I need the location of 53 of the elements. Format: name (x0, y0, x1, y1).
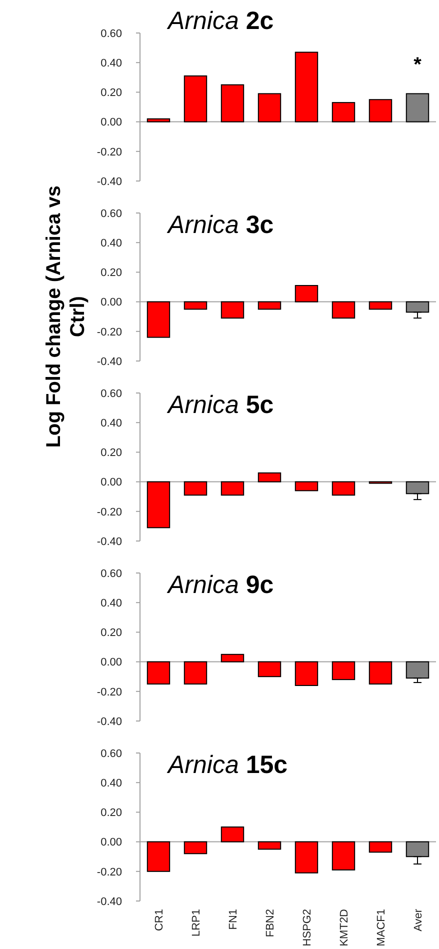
y-tick-label: 0.40 (100, 237, 122, 250)
chart-title: Arnica 2c (166, 7, 274, 35)
y-tick-label: 0.00 (100, 836, 122, 849)
bar (294, 52, 318, 122)
y-tick-label: -0.20 (96, 326, 122, 338)
y-tick-label: -0.40 (96, 356, 122, 368)
bar (332, 102, 356, 122)
chart-title: Arnica 3c (166, 211, 274, 239)
x-tick-label: FN1 (227, 909, 240, 930)
y-tick-label: 0.20 (100, 267, 122, 280)
y-tick-label: 0.40 (100, 417, 122, 430)
y-tick-label: -0.20 (96, 866, 122, 878)
bar (258, 93, 282, 122)
y-tick-label: -0.40 (96, 896, 122, 908)
y-tick-label: 0.20 (100, 627, 122, 640)
bar (184, 75, 208, 122)
x-tick-label: KMT2D (338, 908, 350, 946)
x-tick-label: MACF1 (375, 909, 388, 946)
y-tick-label: 0.00 (100, 476, 122, 489)
bar (220, 84, 244, 122)
y-tick-label: 0.40 (100, 777, 122, 790)
y-tick-label: 0.60 (100, 748, 122, 760)
x-tick-label: Aver (412, 908, 424, 932)
bar (406, 93, 430, 122)
x-tick-label: HSPG2 (301, 909, 314, 946)
annotation: * (414, 54, 422, 76)
x-tick-label: LRP1 (190, 909, 202, 937)
y-tick-label: -0.40 (96, 536, 122, 548)
y-tick-label: -0.20 (96, 686, 122, 698)
y-tick-label: 0.20 (100, 807, 122, 820)
y-tick-label: -0.20 (96, 506, 122, 518)
y-tick-label: 0.60 (100, 208, 122, 220)
bar (146, 118, 170, 122)
y-tick-label: 0.20 (100, 447, 122, 460)
y-tick-label: 0.60 (100, 388, 122, 400)
y-tick-label: 0.40 (100, 597, 122, 610)
x-tick-label: FBN2 (264, 909, 276, 938)
y-tick-label: -0.40 (96, 716, 122, 728)
chart-title: Arnica 9c (166, 571, 274, 599)
y-tick-label: 0.40 (100, 57, 122, 70)
y-tick-label: 0.00 (100, 116, 122, 129)
y-tick-label: -0.20 (96, 146, 122, 158)
y-tick-label: 0.20 (100, 87, 122, 100)
y-tick-label: 0.00 (100, 296, 122, 309)
y-tick-label: -0.40 (96, 176, 122, 188)
y-tick-label: 0.60 (100, 28, 122, 40)
y-tick-label: 0.00 (100, 656, 122, 669)
chart-title: Arnica 15c (166, 751, 288, 779)
y-tick-label: 0.60 (100, 568, 122, 580)
x-tick-label: CR1 (153, 909, 166, 932)
bar (368, 99, 392, 122)
y-axis-title: Log Fold change (Arnica vs Ctrl) (43, 185, 89, 448)
chart-title: Arnica 5c (166, 391, 274, 419)
